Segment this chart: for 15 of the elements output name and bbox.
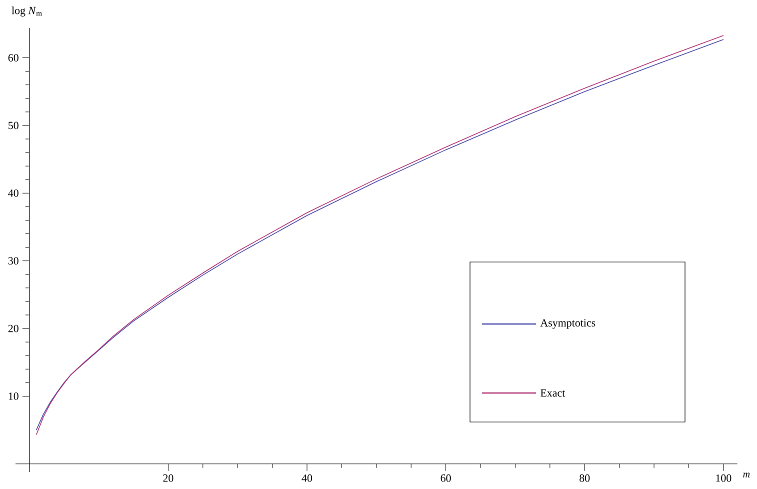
y-tick-label: 60	[8, 54, 18, 62]
y-axis-title: log N$_{m}$	[12, 6, 42, 16]
x-tick-label: 60	[440, 474, 451, 482]
x-tick-label: 40	[302, 474, 312, 482]
x-tick-label: 80	[580, 474, 590, 482]
y-tick-label: 10	[8, 392, 18, 400]
y-tick-label: 20	[8, 324, 18, 332]
x-axis-title: m	[743, 472, 750, 478]
y-tick-label: 30	[8, 257, 18, 265]
y-tick-label: 50	[8, 122, 18, 130]
x-tick-label: 100	[716, 474, 732, 482]
y-tick-label: 40	[8, 189, 18, 197]
legend-label: Asymptotics	[540, 319, 596, 329]
x-tick-label: 20	[163, 474, 174, 482]
legend-label: Exact	[540, 389, 566, 397]
